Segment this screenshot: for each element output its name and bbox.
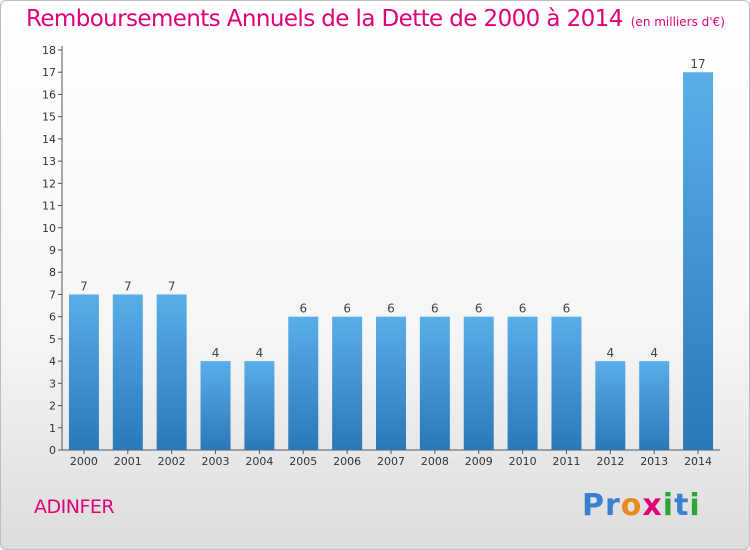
x-tick-label: 2009 bbox=[465, 455, 493, 468]
bar bbox=[639, 361, 670, 450]
bar-value-label: 4 bbox=[212, 346, 220, 360]
bar-value-label: 6 bbox=[387, 302, 395, 316]
bar bbox=[419, 316, 450, 450]
y-tick-label: 18 bbox=[42, 44, 56, 57]
y-tick-label: 4 bbox=[49, 355, 56, 368]
bar bbox=[112, 294, 143, 450]
logo-letter: P bbox=[582, 488, 605, 523]
x-tick-label: 2004 bbox=[245, 455, 273, 468]
bar-value-label: 4 bbox=[256, 346, 264, 360]
logo-letter: x bbox=[642, 488, 663, 523]
y-tick-label: 5 bbox=[49, 333, 56, 346]
y-tick-label: 14 bbox=[42, 133, 56, 146]
bar-value-label: 17 bbox=[690, 57, 705, 71]
proxiti-logo: Proxiti bbox=[582, 488, 701, 523]
y-tick-label: 1 bbox=[49, 422, 56, 435]
bar bbox=[332, 316, 363, 450]
commune-name: ADINFER bbox=[34, 496, 115, 518]
bar-value-label: 6 bbox=[343, 302, 351, 316]
x-tick-label: 2007 bbox=[377, 455, 405, 468]
bar-value-label: 7 bbox=[80, 279, 88, 293]
x-tick-label: 2000 bbox=[70, 455, 98, 468]
y-tick-label: 17 bbox=[42, 66, 56, 79]
logo-letter: t bbox=[674, 488, 690, 523]
bar bbox=[376, 316, 406, 450]
bar-value-label: 7 bbox=[168, 279, 176, 293]
y-tick-label: 0 bbox=[49, 444, 56, 457]
bar-value-label: 6 bbox=[475, 302, 483, 316]
bar-value-label: 6 bbox=[431, 302, 439, 316]
x-tick-label: 2013 bbox=[640, 455, 668, 468]
bar-value-label: 7 bbox=[124, 279, 132, 293]
y-tick-label: 2 bbox=[49, 400, 56, 413]
x-tick-label: 2006 bbox=[333, 455, 361, 468]
bar bbox=[551, 316, 582, 450]
bar bbox=[68, 294, 99, 450]
x-tick-label: 2014 bbox=[684, 455, 712, 468]
x-tick-label: 2005 bbox=[289, 455, 317, 468]
bar-value-label: 4 bbox=[650, 346, 658, 360]
logo-letter: i bbox=[662, 488, 675, 523]
x-tick-label: 2003 bbox=[202, 455, 230, 468]
y-tick-label: 10 bbox=[42, 222, 56, 235]
x-tick-label: 2002 bbox=[158, 455, 186, 468]
y-tick-label: 11 bbox=[42, 200, 56, 213]
y-tick-label: 6 bbox=[49, 311, 56, 324]
chart-title: Remboursements Annuels de la Dette de 20… bbox=[26, 6, 725, 32]
x-tick-label: 2008 bbox=[421, 455, 449, 468]
bar bbox=[288, 316, 319, 450]
logo-letter: r bbox=[605, 488, 621, 523]
y-tick-label: 3 bbox=[49, 377, 56, 390]
bar bbox=[156, 294, 187, 450]
logo-letter: i bbox=[689, 488, 701, 523]
bar-value-label: 6 bbox=[563, 302, 571, 316]
y-tick-label: 13 bbox=[42, 155, 56, 168]
bar-value-label: 6 bbox=[519, 302, 527, 316]
x-tick-label: 2012 bbox=[596, 455, 624, 468]
y-tick-label: 12 bbox=[42, 177, 56, 190]
y-tick-label: 15 bbox=[42, 111, 56, 124]
title-unit: (en milliers d'€) bbox=[630, 15, 725, 29]
bar-value-label: 6 bbox=[299, 302, 307, 316]
y-tick-label: 8 bbox=[49, 266, 56, 279]
title-text: Remboursements Annuels de la Dette de 20… bbox=[26, 6, 623, 32]
logo-letter: o bbox=[620, 488, 643, 523]
bar bbox=[683, 72, 714, 450]
bar bbox=[463, 316, 494, 450]
x-tick-label: 2011 bbox=[552, 455, 580, 468]
bar bbox=[507, 316, 538, 450]
x-tick-label: 2001 bbox=[114, 455, 142, 468]
bar bbox=[244, 361, 275, 450]
y-tick-label: 7 bbox=[49, 288, 56, 301]
y-tick-label: 16 bbox=[42, 88, 56, 101]
x-tick-label: 2010 bbox=[509, 455, 537, 468]
bar-value-label: 4 bbox=[607, 346, 615, 360]
bar bbox=[595, 361, 626, 450]
bar bbox=[200, 361, 231, 450]
y-tick-label: 9 bbox=[49, 244, 56, 257]
